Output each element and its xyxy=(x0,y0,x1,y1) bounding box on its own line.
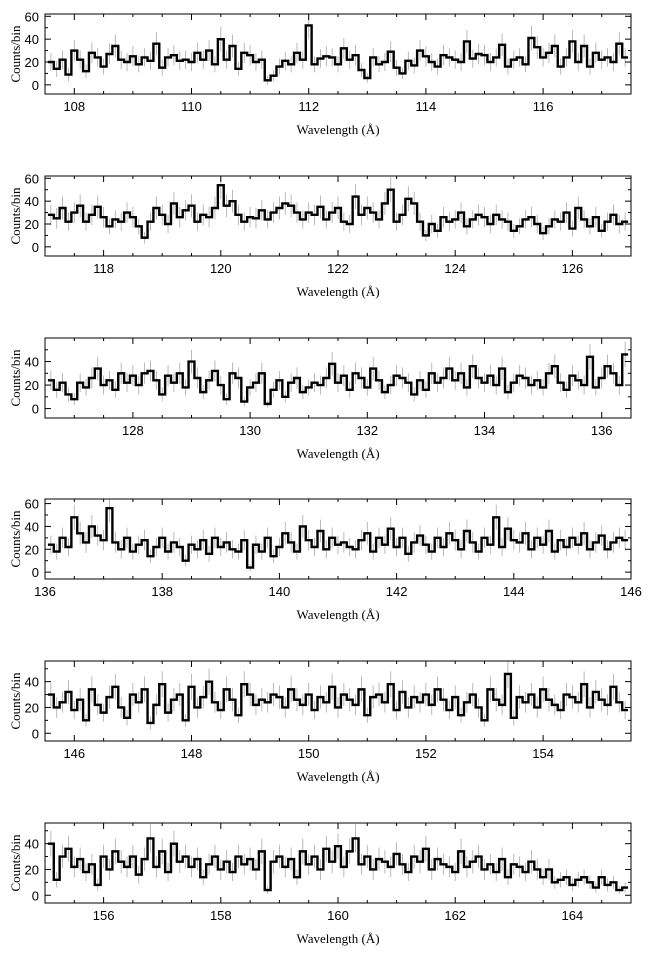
histogram-series xyxy=(47,183,629,239)
y-tick-label: 0 xyxy=(32,888,39,903)
x-tick-label: 136 xyxy=(591,423,613,438)
y-tick-label: 0 xyxy=(32,565,39,580)
x-tick-label: 162 xyxy=(444,908,466,923)
panel-2-data xyxy=(47,176,629,244)
histogram-series xyxy=(47,837,629,892)
x-axis-title: Wavelength (Å) xyxy=(296,284,379,299)
x-tick-label: 108 xyxy=(63,99,85,114)
x-tick-label: 148 xyxy=(181,746,203,761)
y-axis-title: Counts/bin xyxy=(8,510,23,568)
x-tick-label: 156 xyxy=(93,908,115,923)
y-tick-label: 40 xyxy=(25,675,39,690)
histogram-series xyxy=(47,506,629,569)
panel-4-data xyxy=(47,499,629,571)
panel-6: 156 158 160 162 164 0 20 40 Wavelength (Å) Counts… xyxy=(8,822,632,946)
y-tick-label: 40 xyxy=(25,837,39,852)
x-tick-label: 116 xyxy=(533,99,554,114)
x-axis-title: Wavelength (Å) xyxy=(296,122,379,137)
x-tick-label: 146 xyxy=(63,746,85,761)
y-tick-label: 40 xyxy=(25,355,39,370)
y-tick-label: 60 xyxy=(25,497,39,512)
histogram-series xyxy=(47,24,629,82)
x-tick-label: 158 xyxy=(210,908,232,923)
y-tick-label: 60 xyxy=(25,171,39,186)
y-tick-label: 40 xyxy=(25,519,39,534)
histogram-series xyxy=(47,672,629,725)
y-tick-label: 20 xyxy=(25,862,39,877)
x-tick-label: 124 xyxy=(444,261,466,276)
x-tick-label: 144 xyxy=(503,584,525,599)
x-tick-label: 140 xyxy=(269,584,291,599)
y-axis-title: Counts/bin xyxy=(8,25,23,83)
y-tick-label: 20 xyxy=(25,378,39,393)
y-tick-label: 0 xyxy=(32,240,39,255)
y-tick-label: 20 xyxy=(25,55,39,70)
panel-1: 108 110 112 114 116 0 20 40 60 Wavelength (Å) Coun… xyxy=(8,9,632,137)
x-tick-label: 154 xyxy=(532,746,554,761)
x-tick-label: 150 xyxy=(298,746,320,761)
y-tick-label: 0 xyxy=(32,78,39,93)
panel-4: 136 138 140 142 144 146 0 20 40 60 Wavelength (Å) C… xyxy=(8,497,642,622)
y-tick-label: 40 xyxy=(25,32,39,47)
y-tick-label: 40 xyxy=(25,194,39,209)
y-axis-title: Counts/bin xyxy=(8,187,23,245)
x-axis-title: Wavelength (Å) xyxy=(296,607,379,622)
x-axis-title: Wavelength (Å) xyxy=(296,769,379,784)
x-tick-label: 110 xyxy=(181,99,202,114)
panel-2: 118 120 122 124 126 0 20 40 60 Wavelength (Å) Coun… xyxy=(8,171,632,299)
x-tick-label: 112 xyxy=(298,99,319,114)
x-tick-label: 152 xyxy=(415,746,437,761)
x-tick-label: 128 xyxy=(122,423,144,438)
x-tick-label: 138 xyxy=(151,584,173,599)
x-tick-label: 132 xyxy=(356,423,378,438)
x-tick-label: 126 xyxy=(562,261,584,276)
y-tick-label: 60 xyxy=(25,9,39,24)
y-tick-label: 20 xyxy=(25,542,39,557)
y-axis-title: Counts/bin xyxy=(8,349,23,407)
y-tick-label: 0 xyxy=(32,726,39,741)
x-tick-label: 164 xyxy=(562,908,584,923)
y-axis-title: Counts/bin xyxy=(8,672,23,730)
panel-5: 146 148 150 152 154 0 20 40 Wavelength (Å) Counts… xyxy=(8,660,632,784)
panel-5-data xyxy=(47,661,629,730)
x-axis-title: Wavelength (Å) xyxy=(296,446,379,461)
x-axis-title: Wavelength (Å) xyxy=(296,931,379,946)
panel-3-data xyxy=(47,341,629,408)
x-tick-label: 120 xyxy=(210,261,232,276)
x-tick-label: 122 xyxy=(327,261,349,276)
x-tick-label: 134 xyxy=(474,423,496,438)
x-tick-label: 118 xyxy=(93,261,114,276)
x-tick-label: 146 xyxy=(620,584,642,599)
x-tick-label: 142 xyxy=(386,584,408,599)
histogram-series xyxy=(47,353,629,406)
y-tick-label: 20 xyxy=(25,217,39,232)
x-tick-label: 136 xyxy=(34,584,56,599)
panel-1-data xyxy=(47,14,629,85)
y-tick-label: 20 xyxy=(25,700,39,715)
y-axis-title: Counts/bin xyxy=(8,834,23,892)
x-tick-label: 160 xyxy=(327,908,349,923)
panel-6-data xyxy=(47,824,629,894)
y-tick-label: 0 xyxy=(32,402,39,417)
panel-3: 128 130 132 134 136 0 20 40 Wavelength (Å) Counts… xyxy=(8,337,632,461)
x-tick-label: 130 xyxy=(239,423,261,438)
x-tick-label: 114 xyxy=(416,99,437,114)
